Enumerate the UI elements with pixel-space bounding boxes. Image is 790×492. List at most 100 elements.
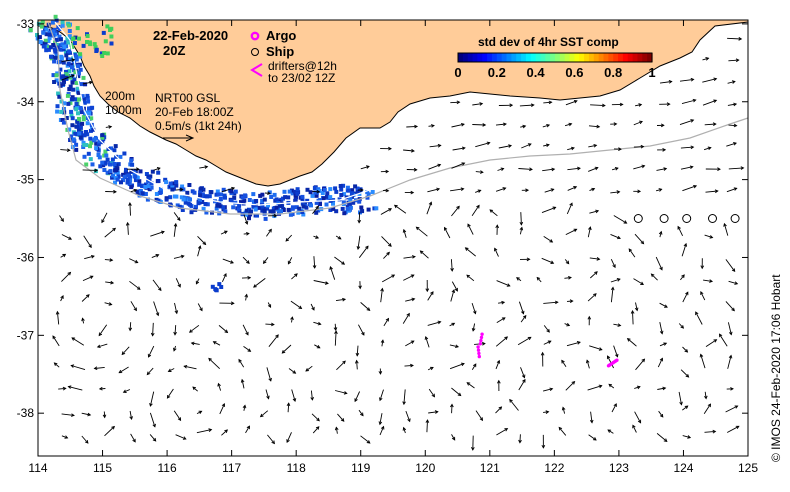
- x-tick-label: 124: [673, 461, 693, 475]
- current-vector-head: [519, 226, 524, 231]
- current-vector-head: [267, 304, 272, 309]
- current-vector-head: [636, 385, 641, 390]
- current-vector: [380, 208, 392, 215]
- current-vector-head: [341, 261, 346, 265]
- sst-pixel: [74, 142, 79, 147]
- current-vector-head: [246, 231, 250, 236]
- current-vector: [358, 245, 369, 258]
- current-vector-head: [570, 146, 575, 151]
- colorbar-tick-label: 1: [648, 65, 655, 80]
- sst-pixel: [72, 77, 77, 82]
- current-vector-head: [60, 218, 64, 222]
- colorbar-segment: [525, 53, 532, 62]
- colorbar-segment: [545, 53, 551, 62]
- sst-pixel: [229, 189, 234, 194]
- sst-pixel: [70, 65, 74, 70]
- sst-pixel: [61, 82, 66, 87]
- sst-pixel: [97, 155, 102, 160]
- current-vector: [405, 298, 415, 302]
- current-vector: [682, 405, 688, 411]
- current-vector-head: [525, 188, 530, 193]
- sst-pixel: [83, 82, 88, 87]
- current-vector: [420, 250, 429, 259]
- colorbar-frame: [457, 52, 653, 63]
- plot-frame: [37, 19, 749, 457]
- current-vector: [495, 336, 508, 347]
- sst-pixel: [91, 127, 96, 132]
- sst-pixel: [258, 193, 263, 198]
- sst-pixel: [65, 73, 70, 78]
- current-vector: [680, 274, 685, 281]
- colorbar-segment: [458, 53, 464, 62]
- current-vector: [379, 413, 383, 425]
- sst-pixel: [287, 189, 292, 194]
- current-vector: [587, 385, 602, 391]
- sst-pixel: [105, 157, 110, 162]
- current-vector-head: [89, 275, 94, 279]
- current-vector: [129, 280, 141, 290]
- current-vector-head: [53, 362, 58, 366]
- current-vector-head: [247, 348, 252, 352]
- current-vector: [82, 169, 98, 171]
- current-vector: [659, 342, 667, 347]
- current-vector: [726, 187, 737, 193]
- current-vector: [727, 355, 732, 369]
- current-vector-head: [546, 123, 551, 128]
- sst-pixel: [102, 168, 107, 172]
- current-vector-head: [287, 260, 292, 265]
- current-vector-head: [391, 274, 396, 278]
- current-vector-head: [415, 226, 420, 231]
- sst-pixel: [322, 188, 327, 192]
- current-vector: [220, 230, 228, 235]
- current-vector: [222, 258, 234, 264]
- current-vector-head: [199, 307, 203, 312]
- current-vector-head: [693, 184, 698, 189]
- current-vector-head: [136, 286, 141, 290]
- sst-pixel: [86, 151, 91, 156]
- current-vector-head: [692, 98, 697, 103]
- current-vector: [196, 429, 212, 434]
- sst-pixel: [47, 32, 52, 37]
- scale-arrow-head: [185, 134, 195, 142]
- sst-pixel: [203, 202, 208, 206]
- current-vector-head: [425, 288, 430, 293]
- current-vector: [588, 167, 598, 172]
- current-vector: [607, 355, 615, 369]
- current-vector-head: [111, 425, 115, 430]
- current-vector-head: [334, 426, 339, 431]
- sst-pixel: [209, 190, 214, 195]
- sst-pixel: [102, 51, 107, 55]
- current-vector-head: [461, 146, 466, 151]
- drifter-legend-icon: [250, 63, 263, 77]
- current-vector-head: [360, 188, 364, 192]
- current-vector-head: [113, 189, 117, 194]
- sst-pixel: [365, 195, 370, 200]
- current-vector: [208, 358, 221, 370]
- current-vector: [588, 434, 597, 441]
- sst-pixel: [340, 206, 345, 211]
- current-vector-head: [617, 235, 621, 240]
- current-vector-head: [476, 204, 480, 209]
- current-vector: [613, 345, 618, 357]
- current-vector: [466, 382, 475, 389]
- sst-pixel: [128, 178, 133, 183]
- sst-pixel: [300, 201, 305, 206]
- current-vector-head: [734, 405, 739, 409]
- current-vector: [704, 430, 716, 433]
- current-vector: [197, 245, 201, 257]
- current-vector: [497, 168, 504, 171]
- current-vector: [71, 337, 85, 346]
- argo-marker: [478, 342, 482, 346]
- sst-pixel: [76, 71, 81, 76]
- sst-pixel: [58, 83, 63, 88]
- model-time: 20-Feb 18:00Z: [155, 105, 234, 119]
- sst-pixel: [334, 189, 339, 194]
- sst-pixel: [71, 87, 76, 92]
- sst-pixel: [85, 132, 90, 137]
- colorbar-segment: [574, 53, 580, 62]
- current-vector: [61, 413, 75, 416]
- current-vector: [728, 124, 737, 127]
- current-vector: [467, 223, 474, 235]
- sst-pixel: [56, 91, 61, 96]
- credit-label: © IMOS 24-Feb-2020 17:06 Hobart: [769, 274, 783, 462]
